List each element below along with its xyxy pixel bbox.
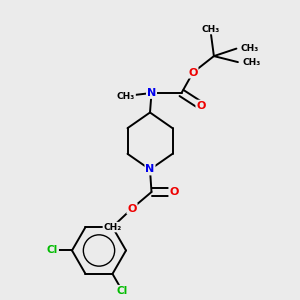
Text: O: O [196, 100, 206, 111]
Text: CH₂: CH₂ [103, 223, 122, 232]
Text: O: O [188, 68, 198, 78]
Text: CH₃: CH₃ [202, 25, 220, 34]
Text: O: O [127, 203, 137, 214]
Text: CH₃: CH₃ [241, 44, 259, 53]
Text: N: N [146, 164, 154, 175]
Text: Cl: Cl [47, 245, 58, 256]
Text: CH₃: CH₃ [117, 92, 135, 100]
Text: N: N [147, 88, 156, 98]
Text: CH₃: CH₃ [242, 58, 261, 67]
Text: Cl: Cl [117, 286, 128, 296]
Text: O: O [169, 187, 179, 197]
